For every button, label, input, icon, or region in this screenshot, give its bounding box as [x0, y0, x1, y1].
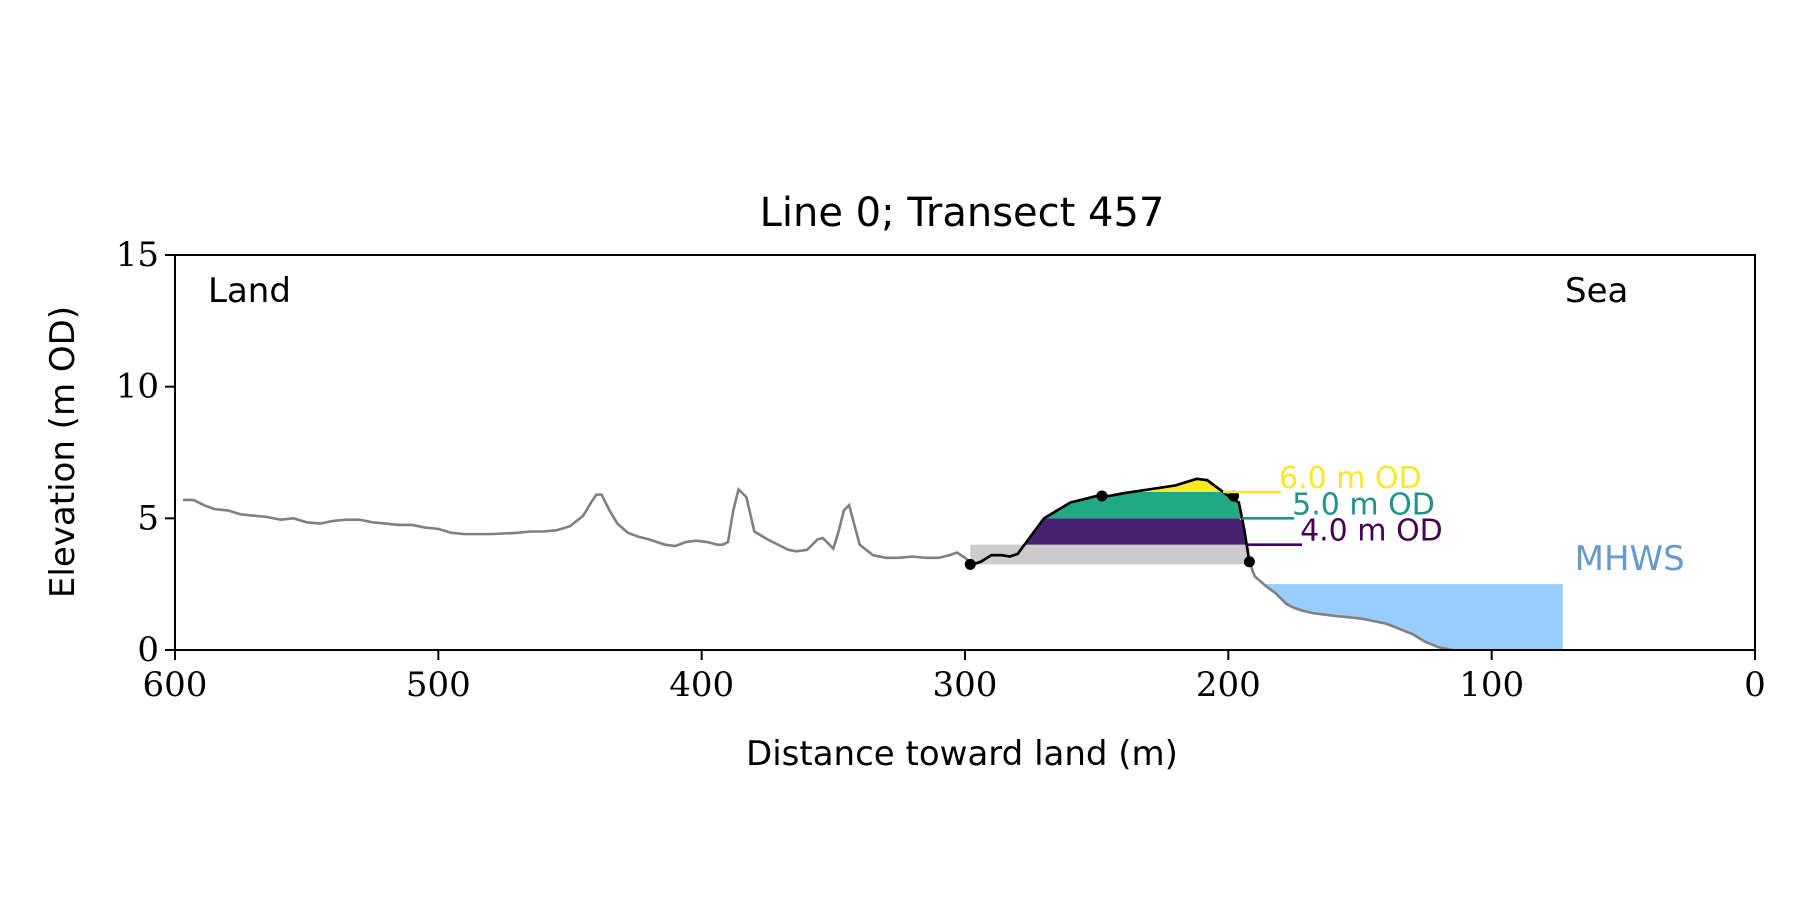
x-tick-label-5: 100	[1459, 665, 1524, 705]
x-axis-label: Distance toward land (m)	[746, 734, 1178, 774]
overlay-layer: 4.0 m OD5.0 m OD6.0 m OD MHWS	[964, 461, 1685, 579]
dune-marker-0	[964, 558, 976, 570]
y-tick-label-2: 10	[116, 367, 159, 407]
contour-label-1: 5.0 m OD	[1292, 487, 1435, 522]
x-tick-label-4: 200	[1196, 665, 1261, 705]
x-axis: 600 500 400 300 200 100 0	[143, 650, 1766, 705]
plot-area	[182, 477, 1563, 650]
y-tick-label-1: 5	[137, 498, 159, 538]
contour-band-1	[1044, 492, 1243, 519]
contour-label-2: 6.0 m OD	[1279, 461, 1422, 496]
x-tick-label-1: 500	[406, 665, 471, 705]
mhws-water-area	[1263, 584, 1563, 650]
profile-line	[182, 477, 1453, 650]
corner-label-land: Land	[208, 271, 291, 311]
base-band	[970, 544, 1250, 565]
y-tick-label-0: 0	[137, 630, 159, 670]
x-tick-label-0: 600	[143, 665, 208, 705]
dune-marker-1	[1096, 490, 1108, 502]
y-axis-label: Elevation (m OD)	[43, 306, 83, 598]
corner-label-sea: Sea	[1565, 271, 1628, 311]
x-tick-label-6: 0	[1744, 665, 1766, 705]
chart-title: Line 0; Transect 457	[760, 190, 1165, 236]
y-tick-label-3: 15	[116, 235, 159, 275]
mhws-label: MHWS	[1575, 539, 1685, 579]
contour-label-0: 4.0 m OD	[1300, 514, 1443, 549]
x-tick-label-3: 300	[933, 665, 998, 705]
dune-marker-3	[1243, 556, 1255, 568]
x-tick-label-2: 400	[669, 665, 734, 705]
contour-band-0	[1024, 518, 1247, 545]
y-axis: 0 5 10 15	[116, 235, 175, 670]
